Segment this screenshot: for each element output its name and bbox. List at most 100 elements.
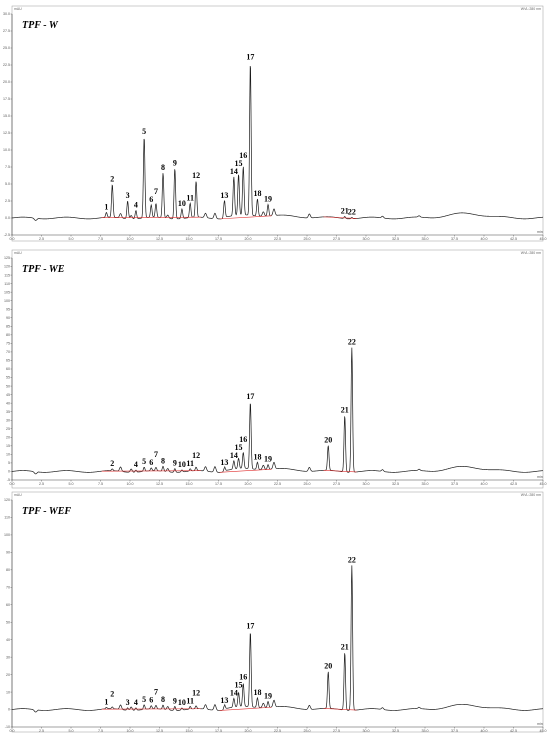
peak-label: 15 — [235, 680, 243, 689]
peak-label: 6 — [149, 458, 153, 467]
peak-label: 7 — [154, 187, 158, 196]
y-tick-label: 5.0 — [5, 182, 10, 186]
peak-label: 17 — [246, 52, 254, 61]
peak-label: 3 — [126, 698, 130, 707]
wavelength-label: WVL:280 nm — [521, 493, 541, 497]
peak-label: 4 — [134, 460, 138, 469]
x-tick-label: 40.0 — [481, 237, 488, 241]
y-tick-label: 12.5 — [3, 131, 10, 135]
x-tick-label: 30.0 — [363, 729, 370, 733]
peak-label: 19 — [264, 195, 272, 204]
peak-label: 1 — [104, 202, 108, 211]
y-tick-label: 60 — [6, 603, 10, 607]
wavelength-label: WVL:280 nm — [521, 251, 541, 255]
y-tick-label: 80 — [6, 568, 10, 572]
peak-label: 16 — [239, 672, 247, 681]
peak-label: 16 — [239, 151, 247, 160]
peak-label: 21 — [341, 406, 349, 415]
x-tick-label: 10.0 — [127, 482, 134, 486]
y-tick-label: 15.0 — [3, 114, 10, 118]
peak-label: 11 — [186, 459, 194, 468]
peak-label: 17 — [246, 392, 254, 401]
x-tick-label: 15.0 — [186, 729, 193, 733]
panel-frame — [11, 5, 544, 242]
x-tick-label: 42.5 — [510, 729, 517, 733]
peak-label: 14 — [230, 167, 238, 176]
x-tick-label: 25.0 — [304, 482, 311, 486]
peak-label: 5 — [142, 457, 146, 466]
y-tick-label: 10.0 — [3, 148, 10, 152]
peak-label: 15 — [235, 159, 243, 168]
x-tick-label: 7.5 — [98, 482, 103, 486]
peak-label: 5 — [142, 127, 146, 136]
x-tick-label: 35.0 — [422, 482, 429, 486]
x-tick-label: 42.5 — [510, 237, 517, 241]
y-tick-label: 65 — [6, 359, 10, 363]
x-tick-label: 37.5 — [451, 482, 458, 486]
x-tick-label: 0.0 — [10, 237, 15, 241]
peak-label: 21 — [341, 642, 349, 651]
y-tick-label: 10 — [6, 690, 10, 694]
x-tick-label: 30.0 — [363, 482, 370, 486]
peak-label: 12 — [192, 688, 200, 697]
x-tick-label: 32.5 — [392, 729, 399, 733]
y-tick-label: 22.5 — [3, 63, 10, 67]
x-tick-label: 40.0 — [481, 482, 488, 486]
x-tick-label: 32.5 — [392, 482, 399, 486]
x-tick-label: 10.0 — [127, 237, 134, 241]
y-tick-label: 0 — [8, 470, 10, 474]
integration-baseline — [101, 468, 357, 473]
chromatogram-panel-tpf-w: -2.50.02.55.07.510.012.515.017.520.022.5… — [3, 5, 547, 242]
peak-label: 10 — [178, 698, 186, 707]
x-unit-label: min — [537, 475, 543, 479]
x-tick-label: 2.5 — [39, 237, 44, 241]
x-tick-label: 20.0 — [245, 237, 252, 241]
x-tick-label: 7.5 — [98, 237, 103, 241]
y-tick-label: 40 — [6, 401, 10, 405]
y-tick-label: 30 — [6, 655, 10, 659]
panel-title: TPF - W — [22, 20, 59, 31]
x-tick-label: 2.5 — [39, 482, 44, 486]
x-tick-label: 5.0 — [69, 482, 74, 486]
y-tick-label: 50 — [6, 384, 10, 388]
peak-label: 9 — [173, 459, 177, 468]
x-tick-label: 17.5 — [215, 482, 222, 486]
x-unit-label: min — [537, 230, 543, 234]
y-tick-label: 20.0 — [3, 80, 10, 84]
y-tick-label: 60 — [6, 367, 10, 371]
panel-frame — [11, 249, 544, 489]
y-tick-label: 110 — [4, 516, 10, 520]
y-tick-label: 115 — [4, 273, 10, 277]
y-tick-label: 7.5 — [5, 165, 10, 169]
peak-label: 9 — [173, 159, 177, 168]
y-tick-label: 45 — [6, 393, 10, 397]
x-tick-label: 22.5 — [274, 482, 281, 486]
x-tick-label: 37.5 — [451, 729, 458, 733]
x-tick-label: 25.0 — [304, 729, 311, 733]
y-tick-label: 90 — [6, 316, 10, 320]
y-tick-label: 80 — [6, 333, 10, 337]
peak-label: 15 — [235, 443, 243, 452]
peak-label: 11 — [186, 193, 194, 202]
peak-label: 5 — [142, 695, 146, 704]
y-unit-label: mAU — [14, 251, 22, 255]
y-unit-label: mAU — [14, 493, 22, 497]
integration-baseline — [101, 215, 357, 220]
y-tick-label: 20 — [6, 436, 10, 440]
y-tick-label: 85 — [6, 325, 10, 329]
panel-title: TPF - WEF — [22, 506, 71, 517]
y-tick-label: 100 — [4, 533, 10, 537]
x-tick-label: 30.0 — [363, 237, 370, 241]
x-tick-label: 40.0 — [481, 729, 488, 733]
peak-label: 19 — [264, 455, 272, 464]
y-tick-label: 2.5 — [5, 199, 10, 203]
y-tick-label: 27.5 — [3, 29, 10, 33]
y-tick-label: 40 — [6, 638, 10, 642]
peak-label: 12 — [192, 451, 200, 460]
peak-label: 18 — [253, 688, 261, 697]
y-tick-label: 50 — [6, 620, 10, 624]
peak-label: 2 — [110, 459, 114, 468]
x-tick-label: 27.5 — [333, 482, 340, 486]
